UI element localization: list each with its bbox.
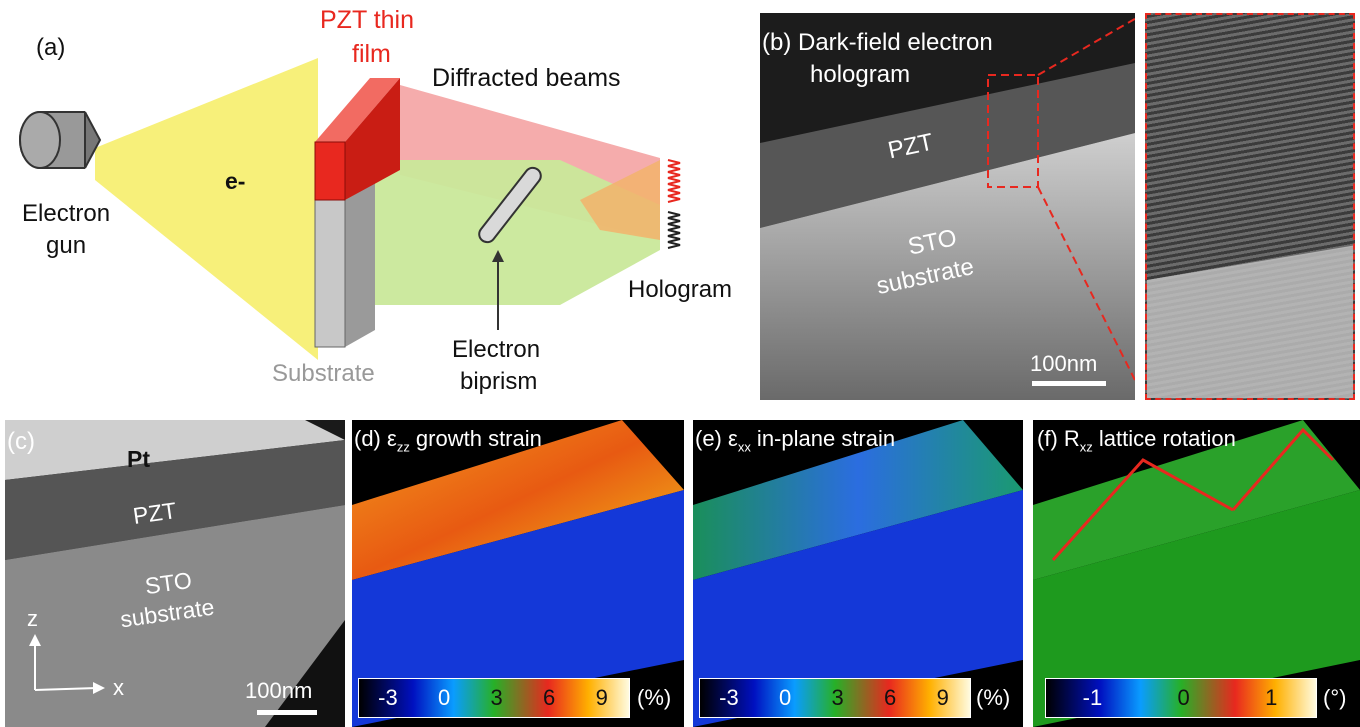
scale-bar (1032, 381, 1106, 386)
pzt-layer (760, 63, 1135, 228)
substrate-side (345, 183, 375, 347)
tem-image (5, 420, 345, 727)
colorbar-f-unit: (°) (1323, 685, 1347, 710)
tick-e-4: 9 (936, 685, 949, 710)
electron-gun-icon (19, 111, 102, 169)
biprism-rod (478, 166, 542, 244)
electron-holography-setup-diagram (19, 58, 681, 360)
biprism-label-line2: biprism (460, 368, 538, 395)
tick-d-4: 9 (595, 685, 608, 710)
electron-beam (95, 58, 318, 360)
gun-label-line2: gun (46, 232, 87, 259)
domain-boundary-2 (1231, 427, 1335, 511)
scale-bar-c (257, 710, 317, 715)
scale-bar-label: 100nm (1030, 351, 1098, 376)
film-side (345, 78, 400, 200)
tick-d-0: -3 (378, 685, 398, 710)
panel-a-schematic: (a) PZT thin film Diffracted beams e- El… (0, 0, 750, 400)
tick-f-1: 0 (1177, 685, 1190, 710)
tick-e-2: 3 (831, 685, 844, 710)
hologram-label: Hologram (628, 276, 733, 303)
tick-f-2: 1 (1265, 685, 1278, 710)
axis-x-label: x (113, 675, 124, 700)
panel-c-tem-image: (c) Pt PZT STO substrate z x 100nm (5, 420, 345, 727)
film-top (315, 78, 400, 142)
tick-e-0: -3 (719, 685, 739, 710)
panel-f-tag: (f) Rxz lattice rotation (1037, 426, 1236, 455)
arrow-head (492, 250, 504, 262)
gun-label-line1: Electron (22, 200, 111, 227)
diffracted-beams-label: Diffracted beams (432, 64, 621, 92)
colorbar-d-unit: (%) (637, 685, 672, 710)
zoom-line-bottom (1037, 186, 1135, 383)
panel-d-tag: (d) εzz growth strain (354, 426, 542, 455)
tick-d-3: 6 (543, 685, 556, 710)
dark-corner (265, 620, 345, 727)
strain-map-xx (693, 420, 1023, 727)
tick-f-0: -1 (1082, 685, 1103, 710)
substrate-label: Substrate (272, 360, 375, 387)
film-block (314, 141, 346, 201)
pt-layer (5, 420, 345, 480)
panel-e-tag: (e) εxx in-plane strain (695, 426, 896, 455)
panel-b-hologram-image: (b) Dark-field electron hologram PZT STO… (760, 13, 1135, 400)
panel-b-tag-line2: hologram (810, 61, 911, 88)
domain-boundary-1 (1051, 458, 1234, 562)
panel-e-inplane-strain-map: (e) εxx in-plane strain -3 0 3 6 9 (%) (693, 420, 1023, 727)
substrate-region-d (352, 490, 684, 727)
scale-bar-c-label: 100nm (245, 678, 313, 703)
electron-label: e- (225, 168, 246, 194)
film-label-line1: PZT thin (320, 6, 415, 34)
hologram-zoom-inset (1145, 13, 1355, 400)
colorbar-f-ticks: -1 0 1 (1045, 678, 1315, 718)
colorbar-f (1045, 678, 1317, 718)
pzt-layer-c (5, 440, 345, 560)
film-label-line2: film (352, 40, 391, 68)
beam-overlap (580, 160, 660, 240)
zoom-line-top (1037, 17, 1135, 76)
tick-d-2: 3 (490, 685, 503, 710)
sto-layer (760, 133, 1135, 400)
sto-layer-c (5, 505, 345, 727)
panel-a-tag: (a) (36, 34, 66, 61)
axis-z-label: z (27, 606, 38, 631)
inset-substrate-region (1147, 245, 1353, 398)
panel-b-tag-line1: (b) Dark-field electron (762, 29, 993, 56)
colorbar-d-ticks: -3 0 3 6 9 (358, 678, 628, 718)
substrate-region-e (693, 490, 1023, 727)
hologram-fringes-red (667, 159, 681, 203)
pt-label: Pt (127, 446, 150, 472)
x-axis-arrow (34, 687, 98, 691)
tick-e-1: 0 (778, 685, 792, 710)
biprism-label-line1: Electron (452, 336, 541, 363)
tick-d-1: 0 (437, 685, 451, 710)
tick-e-3: 6 (884, 685, 897, 710)
rotation-map-xz (1033, 420, 1360, 727)
hologram-image (760, 17, 1135, 400)
substrate-block (314, 199, 346, 348)
colorbar-e (699, 678, 971, 718)
colorbar-e-unit: (%) (976, 685, 1011, 710)
zoom-box (987, 74, 1039, 188)
film-region-d (352, 420, 684, 580)
colorbar-e-ticks: -3 0 3 6 9 (699, 678, 969, 718)
panel-d-growth-strain-map: (d) εzz growth strain -3 0 3 6 9 (%) (352, 420, 684, 727)
z-arrowhead (29, 634, 41, 646)
panel-f-lattice-rotation-map: (f) Rxz lattice rotation -1 0 1 (°) (1033, 420, 1360, 727)
panel-c-tag: (c) (7, 428, 35, 455)
substrate-region-f (1033, 490, 1360, 727)
hologram-fringes-black (667, 211, 681, 249)
colorbar-d (358, 678, 630, 718)
film-region-e (693, 420, 1023, 580)
x-arrowhead (93, 682, 105, 694)
